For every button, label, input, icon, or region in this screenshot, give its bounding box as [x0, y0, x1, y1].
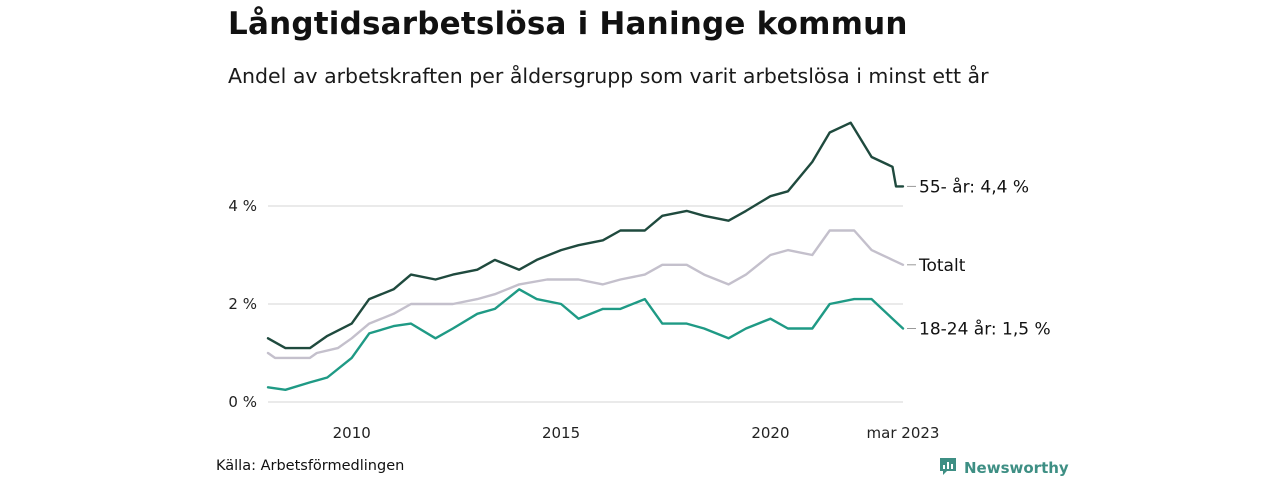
series-line-0	[266, 229, 905, 360]
series-end-labels: Totalt 55- år: 4,4 % 18-24 år: 1,5 %	[907, 176, 1051, 340]
brand-logo: Newsworthy	[938, 456, 1069, 480]
chart-subtitle: Andel av arbetskraften per åldersgrupp s…	[228, 64, 989, 88]
y-tick-label: 4 %	[228, 197, 257, 215]
x-axis-tick-labels: 2010 2015 2020 mar 2023	[333, 424, 940, 442]
gridlines	[268, 205, 903, 403]
y-axis-tick-labels: 0 % 2 % 4 %	[228, 197, 257, 411]
x-tick-label: 2010	[333, 424, 371, 442]
series-end-label: Totalt	[918, 256, 966, 276]
series-line-1	[266, 121, 905, 350]
brand-name: Newsworthy	[964, 459, 1069, 477]
series-lines	[266, 121, 905, 391]
source-note: Källa: Arbetsförmedlingen	[216, 458, 405, 474]
series-end-label: 55- år: 4,4 %	[919, 176, 1029, 197]
series-line-2	[266, 288, 905, 391]
line-chart: 0 % 2 % 4 % 2010 2015 2020 mar 2023 Totalt 55-…	[228, 121, 1051, 442]
chart-title: Långtidsarbetslösa i Haninge kommun	[228, 6, 908, 42]
y-tick-label: 0 %	[228, 393, 257, 411]
x-tick-label: mar 2023	[867, 424, 940, 442]
newsworthy-logo-icon	[938, 456, 958, 480]
x-tick-label: 2020	[751, 424, 789, 442]
x-tick-label: 2015	[542, 424, 580, 442]
series-end-label: 18-24 år: 1,5 %	[919, 319, 1051, 340]
y-tick-label: 2 %	[228, 295, 257, 313]
